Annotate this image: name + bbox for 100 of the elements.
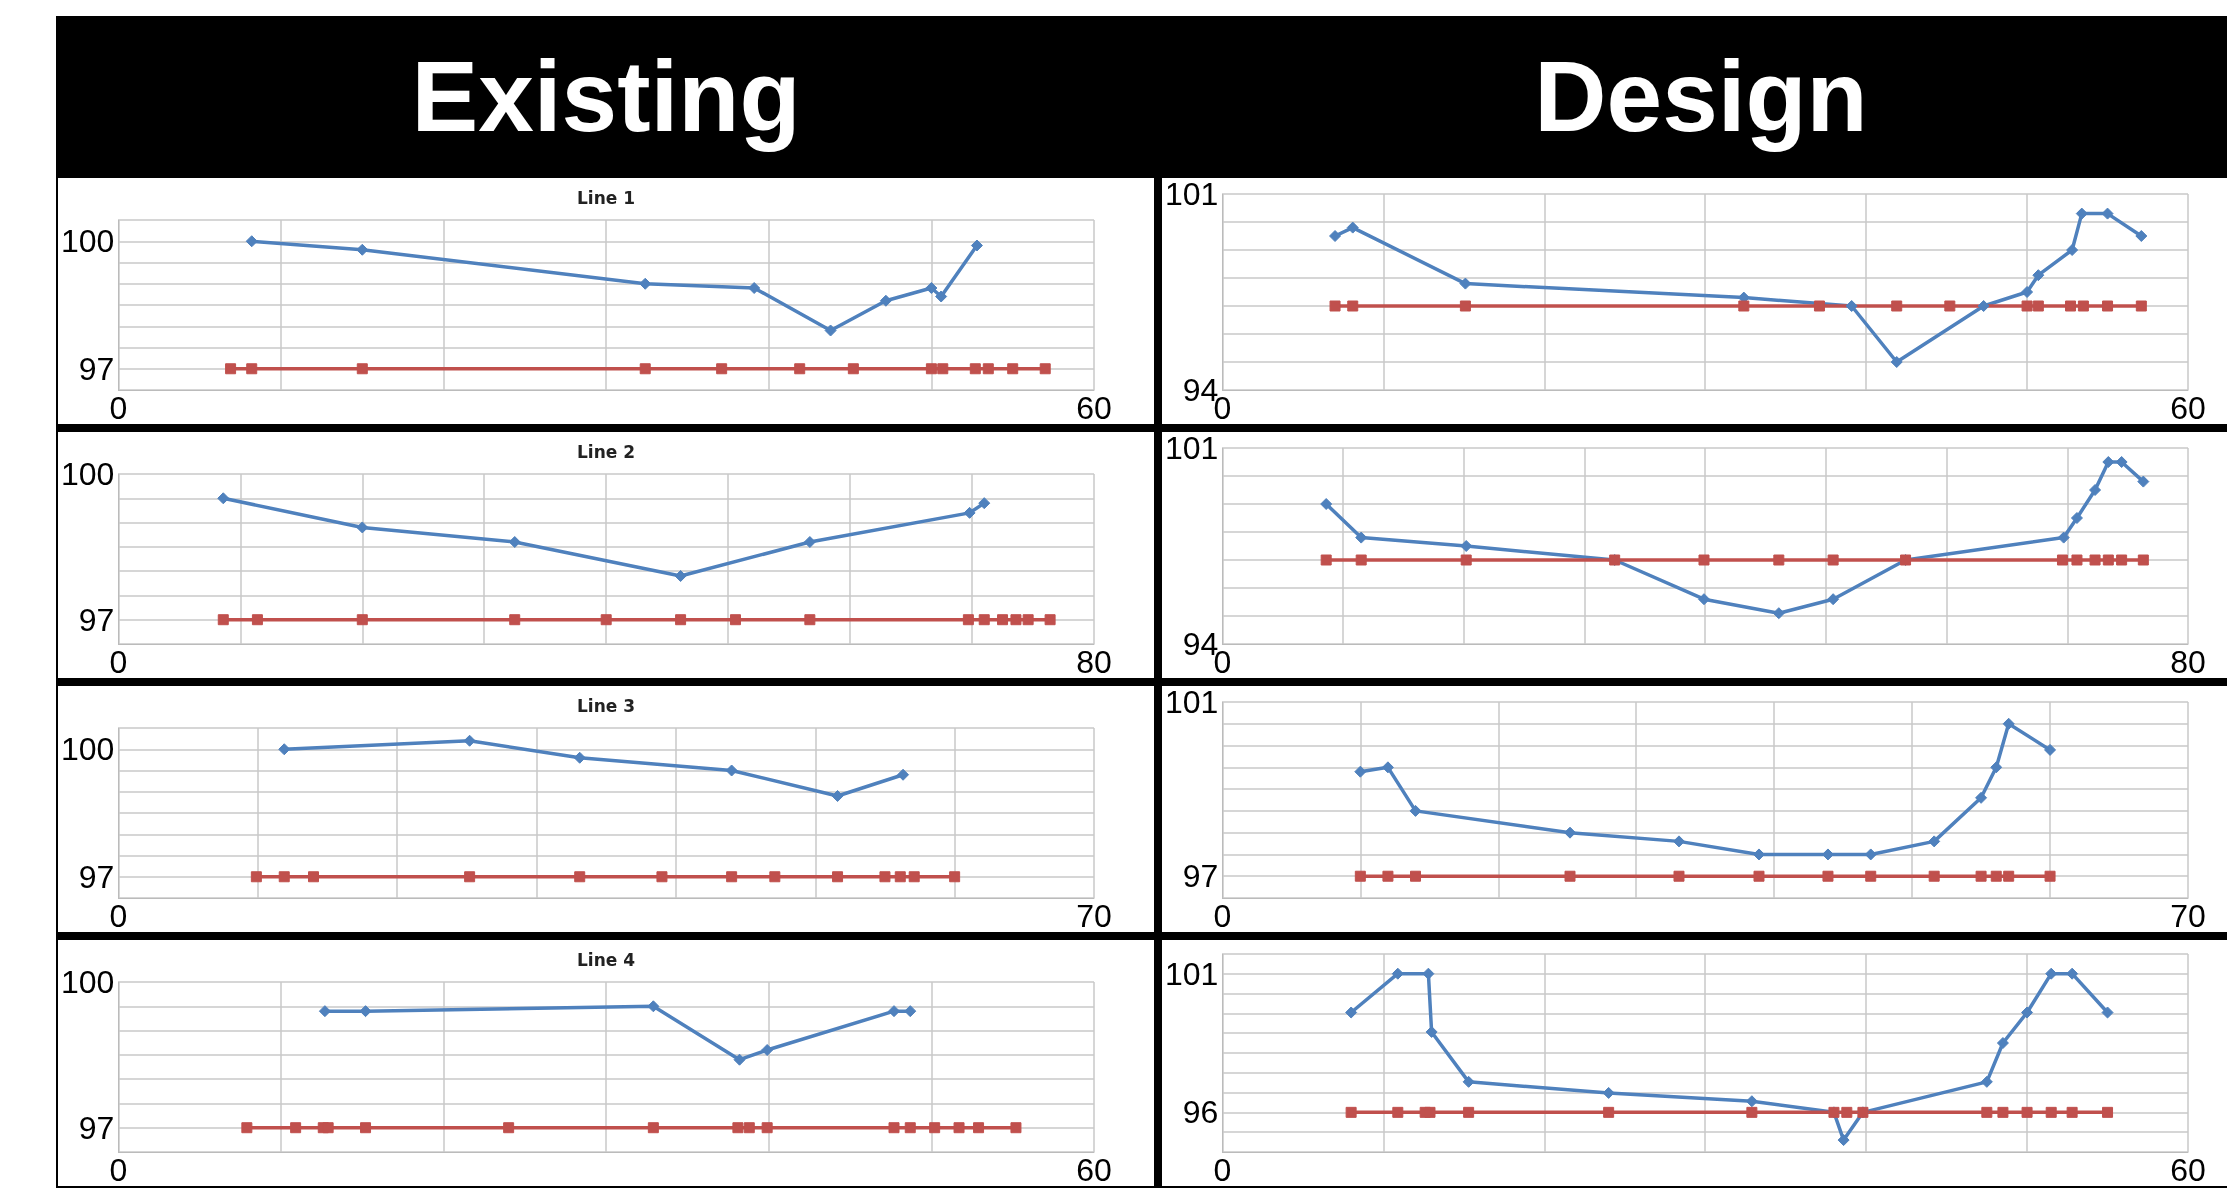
point bbox=[251, 614, 263, 626]
point bbox=[953, 1122, 965, 1134]
point bbox=[573, 751, 586, 764]
x-tick-label: 70 bbox=[2170, 898, 2206, 934]
point bbox=[726, 871, 738, 883]
point bbox=[1347, 300, 1359, 312]
point bbox=[2021, 1006, 2034, 1019]
point bbox=[503, 1122, 515, 1134]
point bbox=[1382, 870, 1394, 882]
point bbox=[732, 1122, 744, 1134]
y-tick-label: 97 bbox=[78, 601, 115, 638]
point bbox=[2044, 743, 2057, 756]
point bbox=[1753, 870, 1765, 882]
point bbox=[1827, 593, 1840, 606]
point bbox=[1944, 300, 1956, 312]
point bbox=[2116, 554, 2128, 566]
point bbox=[2070, 512, 2083, 524]
point bbox=[743, 1122, 755, 1134]
point bbox=[888, 1122, 900, 1134]
x-tick-label: 60 bbox=[2170, 390, 2206, 426]
point bbox=[1355, 554, 1367, 566]
point bbox=[509, 614, 521, 626]
point bbox=[2066, 967, 2079, 980]
point bbox=[1329, 300, 1341, 312]
chart-title: Line 1 bbox=[576, 187, 636, 208]
point bbox=[2071, 554, 2083, 566]
point bbox=[937, 363, 949, 375]
point bbox=[1463, 1106, 1475, 1118]
point bbox=[1990, 870, 2002, 882]
point bbox=[925, 363, 937, 375]
point bbox=[2044, 870, 2056, 882]
point bbox=[1354, 870, 1366, 882]
point bbox=[290, 1122, 302, 1134]
point bbox=[463, 734, 476, 747]
point bbox=[963, 506, 976, 519]
point bbox=[978, 497, 991, 510]
y-tick-label: 100 bbox=[61, 964, 115, 1000]
point bbox=[879, 294, 892, 307]
point bbox=[1845, 300, 1858, 312]
point bbox=[1392, 1106, 1404, 1118]
x-tick-label: 0 bbox=[1213, 898, 1232, 934]
x-tick-label: 0 bbox=[1213, 1152, 1232, 1188]
point bbox=[217, 492, 230, 505]
point bbox=[1928, 835, 1941, 848]
point bbox=[978, 614, 990, 626]
point bbox=[973, 1122, 985, 1134]
point bbox=[1007, 363, 1019, 375]
y-tick-label: 101 bbox=[1165, 684, 1219, 720]
x-tick-label: 0 bbox=[109, 1152, 128, 1188]
point bbox=[748, 282, 761, 294]
point bbox=[1746, 1106, 1758, 1118]
point bbox=[894, 871, 906, 883]
x-tick-label: 0 bbox=[109, 644, 128, 680]
x-tick-label: 60 bbox=[2170, 1152, 2206, 1188]
point bbox=[729, 614, 741, 626]
point bbox=[2021, 300, 2033, 312]
point bbox=[1345, 1006, 1358, 1019]
point bbox=[2002, 717, 2015, 730]
point bbox=[847, 363, 859, 375]
y-tick-label: 97 bbox=[78, 1109, 115, 1146]
point bbox=[2057, 531, 2070, 544]
point bbox=[804, 614, 816, 626]
y-tick-label: 100 bbox=[61, 456, 115, 492]
point bbox=[1977, 300, 1990, 312]
point bbox=[674, 570, 687, 582]
y-tick-label: 97 bbox=[78, 350, 115, 387]
point bbox=[2077, 300, 2089, 312]
y-tick-label: 101 bbox=[1165, 176, 1219, 212]
point bbox=[935, 290, 948, 303]
y-tick-label: 96 bbox=[1182, 1094, 1219, 1131]
y-tick-label: 97 bbox=[1182, 858, 1219, 895]
x-tick-label: 60 bbox=[1076, 390, 1112, 426]
point bbox=[2056, 554, 2068, 566]
point bbox=[716, 363, 728, 375]
point bbox=[1320, 554, 1332, 566]
point bbox=[949, 871, 961, 883]
y-tick-label: 100 bbox=[61, 223, 115, 260]
point bbox=[1698, 554, 1710, 566]
text: Existing bbox=[411, 40, 801, 152]
point bbox=[1346, 221, 1359, 234]
point bbox=[1564, 870, 1576, 882]
point bbox=[733, 1053, 746, 1066]
point bbox=[1329, 230, 1342, 242]
point bbox=[675, 614, 687, 626]
point bbox=[1345, 1106, 1357, 1118]
x-tick-label: 80 bbox=[1076, 644, 1112, 680]
point bbox=[897, 768, 910, 781]
point bbox=[1822, 870, 1834, 882]
point bbox=[356, 521, 369, 534]
point bbox=[824, 324, 837, 337]
point bbox=[2021, 1106, 2033, 1118]
point bbox=[1010, 614, 1022, 626]
point bbox=[639, 363, 651, 375]
point bbox=[879, 871, 891, 883]
y-tick-label: 97 bbox=[78, 858, 115, 895]
y-tick-label: 101 bbox=[1165, 955, 1219, 992]
point bbox=[1865, 870, 1877, 882]
y-tick-label: 100 bbox=[61, 731, 115, 768]
point bbox=[982, 363, 994, 375]
point bbox=[2137, 554, 2149, 566]
